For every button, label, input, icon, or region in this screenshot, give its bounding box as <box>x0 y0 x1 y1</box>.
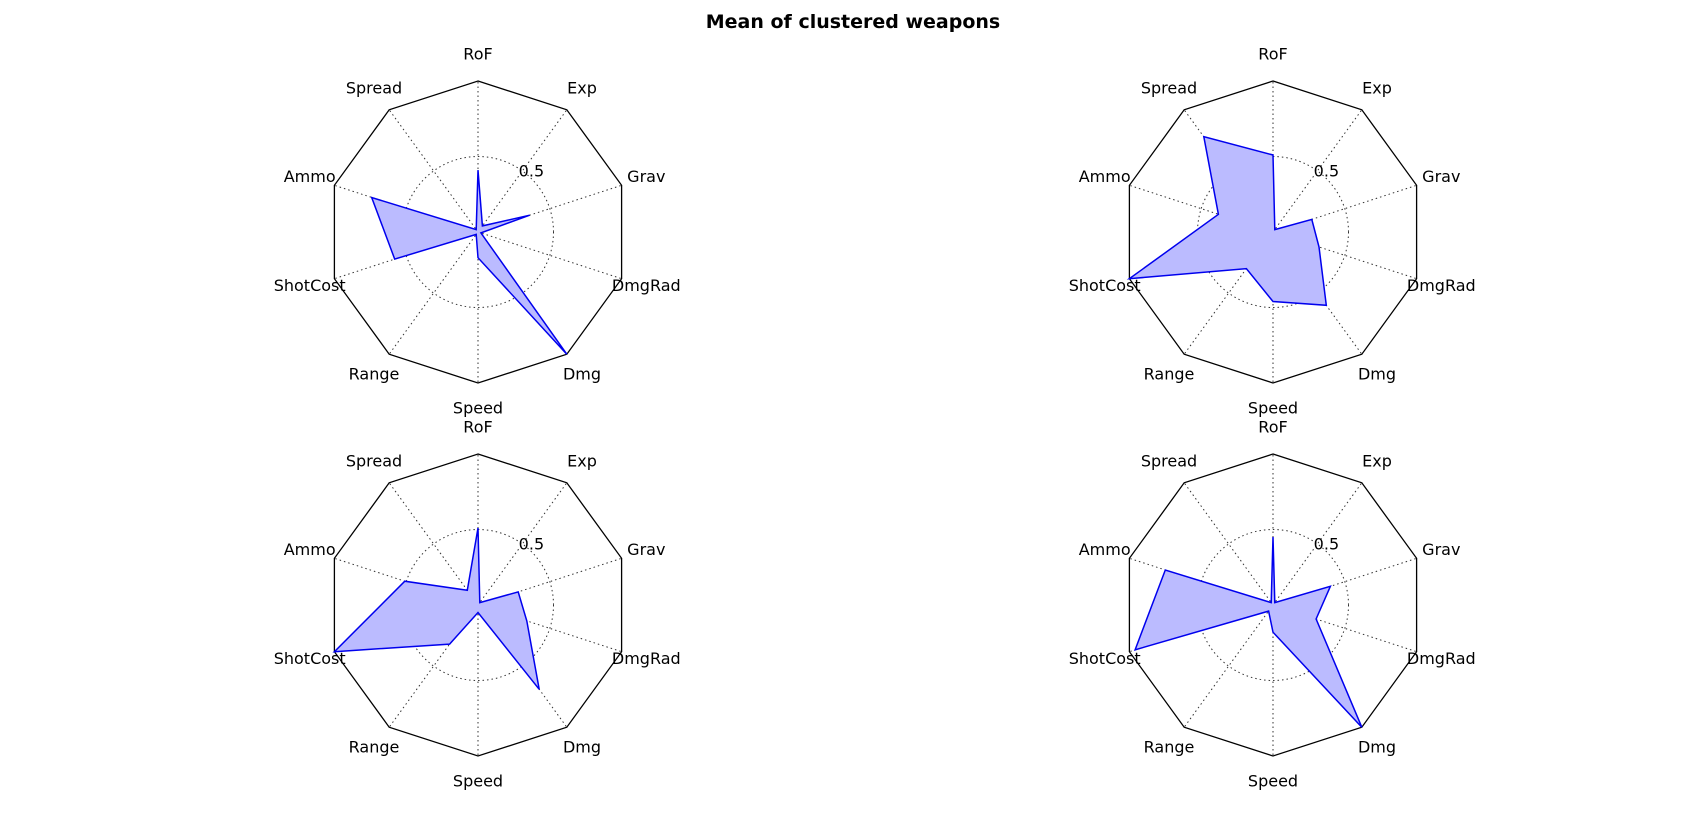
grid-ring <box>402 529 554 681</box>
radar-frame <box>333 453 623 757</box>
axis-label-range: Range <box>1144 738 1195 757</box>
axis-label-shotcost: ShotCost <box>274 649 346 668</box>
radar-frame <box>1128 453 1418 757</box>
axis-label-spread: Spread <box>346 78 402 97</box>
radar-frame <box>333 80 623 384</box>
grid-ring <box>1197 529 1349 681</box>
radar-chart-bottom-right: 0.5 RoF Exp Grav DmgRad Dmg Speed Range ShotCost… <box>1069 418 1476 791</box>
radar-chart-top-right: 0.5 RoF Exp Grav DmgRad Dmg Speed Range ShotCost… <box>1069 45 1476 418</box>
axis-label-dmgrad: DmgRad <box>1407 276 1476 295</box>
axis-label-shotcost: ShotCost <box>1069 649 1141 668</box>
axis-label-rof: RoF <box>1258 418 1287 437</box>
axis-label-exp: Exp <box>1362 78 1392 97</box>
radar-chart-top-left: 0.5 RoF Exp Grav DmgRad Dmg Speed Range ShotCost… <box>274 45 681 418</box>
series-polygon <box>1126 135 1328 307</box>
axis-label-shotcost: ShotCost <box>1069 276 1141 295</box>
axis-label-speed: Speed <box>1248 399 1298 418</box>
axis-label-ammo: Ammo <box>284 167 336 186</box>
axis-label-shotcost: ShotCost <box>274 276 346 295</box>
axis-label-grav: Grav <box>1422 167 1460 186</box>
axis-label-exp: Exp <box>567 451 597 470</box>
axis-label-rof: RoF <box>463 418 492 437</box>
grid-ring <box>402 156 554 308</box>
grid-ring <box>1197 156 1349 308</box>
axis-label-dmg: Dmg <box>1358 365 1396 384</box>
radar-chart-bottom-left: 0.5 RoF Exp Grav DmgRad Dmg Speed Range ShotCost… <box>274 418 681 791</box>
axis-label-dmg: Dmg <box>563 365 601 384</box>
axis-label-spread: Spread <box>1141 78 1197 97</box>
axis-label-grav: Grav <box>627 540 665 559</box>
axis-label-ammo: Ammo <box>284 540 336 559</box>
ring-tick-label: 0.5 <box>519 162 544 181</box>
series-polygon <box>1133 536 1363 728</box>
axis-label-speed: Speed <box>453 399 503 418</box>
ring-tick-label: 0.5 <box>519 535 544 554</box>
axis-label-dmgrad: DmgRad <box>612 276 681 295</box>
series-polygon <box>370 170 568 355</box>
axis-label-spread: Spread <box>346 451 402 470</box>
ring-tick-label: 0.5 <box>1314 162 1339 181</box>
series-polygon <box>332 527 540 690</box>
axis-label-ammo: Ammo <box>1079 540 1131 559</box>
axis-label-dmg: Dmg <box>563 738 601 757</box>
figure-title: Mean of clustered weapons <box>706 11 1001 33</box>
axis-label-dmgrad: DmgRad <box>612 649 681 668</box>
axis-label-range: Range <box>1144 365 1195 384</box>
axis-label-range: Range <box>349 738 400 757</box>
axis-label-ammo: Ammo <box>1079 167 1131 186</box>
axis-label-speed: Speed <box>453 772 503 791</box>
axis-label-grav: Grav <box>627 167 665 186</box>
axis-label-range: Range <box>349 365 400 384</box>
axis-label-exp: Exp <box>567 78 597 97</box>
axis-label-grav: Grav <box>1422 540 1460 559</box>
ring-tick-label: 0.5 <box>1314 535 1339 554</box>
axis-label-dmg: Dmg <box>1358 738 1396 757</box>
axis-label-speed: Speed <box>1248 772 1298 791</box>
radar-frame <box>1128 80 1418 384</box>
axis-label-rof: RoF <box>463 45 492 64</box>
axis-label-exp: Exp <box>1362 451 1392 470</box>
axis-label-rof: RoF <box>1258 45 1287 64</box>
axis-label-dmgrad: DmgRad <box>1407 649 1476 668</box>
axis-label-spread: Spread <box>1141 451 1197 470</box>
